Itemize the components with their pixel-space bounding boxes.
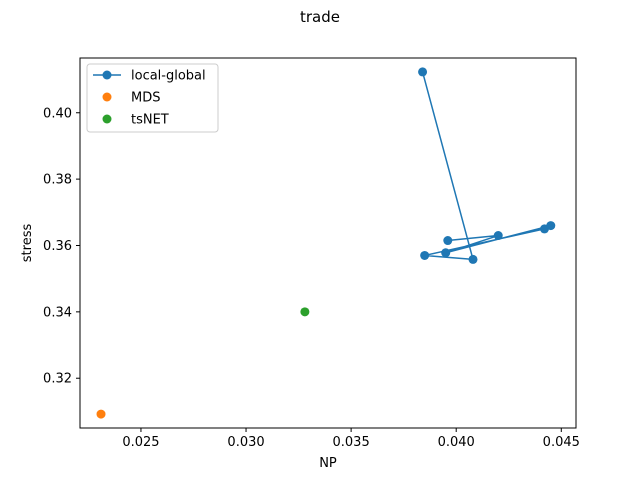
data-point-local-global (420, 250, 430, 260)
data-point-local-global (443, 236, 453, 246)
y-tick-label: 0.34 (43, 305, 72, 320)
x-tick-label: 0.035 (333, 435, 370, 450)
data-point-mds (96, 409, 106, 419)
x-tick-label: 0.030 (227, 435, 264, 450)
data-point-tsnet (300, 307, 310, 317)
y-tick-label: 0.40 (43, 106, 72, 121)
legend-label-tsnet: tsNET (131, 113, 169, 128)
legend: local-global MDS tsNET (86, 63, 219, 133)
data-point-local-global (546, 221, 556, 231)
series-layer (96, 67, 556, 419)
x-tick-label: 0.025 (122, 435, 159, 450)
legend-label-local-global: local-global (131, 69, 206, 84)
chart-title: trade (300, 8, 340, 26)
y-tick-label: 0.32 (43, 372, 72, 387)
legend-marker-local-global (102, 70, 112, 80)
data-point-local-global (418, 67, 428, 77)
x-tick-label: 0.045 (543, 435, 580, 450)
legend-marker-mds (102, 92, 112, 102)
data-point-local-global (468, 254, 478, 264)
legend-marker-tsnet (102, 114, 112, 124)
y-axis-label: stress (20, 224, 35, 263)
data-point-local-global (441, 248, 451, 258)
y-tick-label: 0.38 (43, 173, 72, 188)
x-tick-label: 0.040 (438, 435, 475, 450)
data-point-local-global (493, 231, 503, 241)
x-axis: 0.025 0.030 0.035 0.040 0.045 (122, 428, 580, 450)
y-axis: 0.32 0.34 0.36 0.38 0.40 (43, 106, 80, 387)
legend-label-mds: MDS (131, 91, 160, 106)
legend-entries: local-global MDS tsNET (93, 69, 206, 128)
x-axis-label: NP (319, 456, 337, 471)
legend-box (86, 63, 219, 133)
y-tick-label: 0.36 (43, 239, 72, 254)
plot-frame (79, 57, 577, 429)
